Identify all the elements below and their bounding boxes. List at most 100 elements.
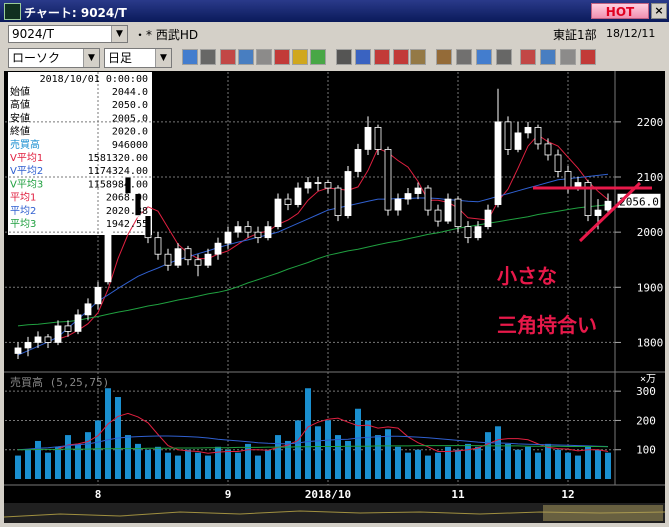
period-select[interactable]: 日足 ▼	[104, 48, 172, 68]
tool-icon[interactable]	[560, 49, 576, 65]
candle-body	[194, 259, 202, 266]
line-series	[57, 134, 609, 340]
tool-icon[interactable]	[355, 49, 371, 65]
volume-bar	[85, 432, 91, 479]
volume-bar	[435, 452, 441, 479]
tool-icon[interactable]	[496, 49, 512, 65]
candle-body	[24, 342, 32, 349]
info-label: V平均2	[10, 165, 43, 177]
candle-body	[544, 143, 552, 156]
volume-bar	[515, 449, 521, 479]
x-tick-label: 9	[225, 488, 232, 501]
volume-bar	[415, 449, 421, 479]
candle-body	[164, 253, 172, 266]
volume-bar	[385, 429, 391, 479]
candle-body	[414, 187, 422, 194]
candle-body	[264, 226, 272, 239]
volume-bar	[155, 446, 161, 479]
tool-icon[interactable]	[336, 49, 352, 65]
info-label: 高値	[10, 98, 30, 111]
candle-body	[274, 198, 282, 228]
info-value: 2020.88	[106, 206, 148, 217]
y-tick-label: 2200	[637, 116, 664, 129]
dropdown-arrow[interactable]: ▼	[111, 26, 127, 42]
chart-type-select[interactable]: ローソク ▼	[8, 48, 100, 68]
volume-bar	[395, 446, 401, 479]
overview-strip	[4, 503, 665, 523]
volume-bar	[465, 443, 471, 479]
volume-label: 売買高 (5,25,75)	[10, 375, 109, 389]
line-series	[17, 173, 609, 356]
tool-icon[interactable]	[580, 49, 596, 65]
volume-bar	[225, 449, 231, 479]
volume-bar	[555, 449, 561, 479]
candle-body	[254, 231, 262, 239]
candle-body	[64, 325, 72, 332]
window-title: チャート: 9024/T	[24, 6, 127, 20]
candle-body	[604, 200, 612, 211]
tool-icon[interactable]	[520, 49, 536, 65]
info-value: 2020.0	[112, 127, 148, 138]
dropdown-arrow[interactable]: ▼	[155, 49, 171, 67]
tool-icon[interactable]	[410, 49, 426, 65]
tool-icon[interactable]	[182, 49, 198, 65]
candle-body	[204, 253, 212, 266]
volume-bar	[375, 435, 381, 479]
tool-icon[interactable]	[292, 49, 308, 65]
info-value: 1174324.00	[88, 166, 148, 177]
volume-bar	[405, 452, 411, 479]
close-button[interactable]: ×	[651, 3, 667, 19]
candle-body	[44, 336, 52, 343]
overview-window[interactable]	[543, 505, 663, 521]
x-tick-label: 11	[451, 488, 465, 501]
tool-icon[interactable]	[274, 49, 290, 65]
info-value: 946000	[112, 140, 148, 151]
volume-bar	[575, 455, 581, 479]
candle-body	[394, 198, 402, 211]
candle-body	[554, 154, 562, 172]
candle-body	[364, 126, 372, 150]
candle-body	[404, 193, 412, 200]
candle-body	[14, 347, 22, 354]
candle-body	[524, 126, 532, 134]
dropdown-arrow[interactable]: ▼	[83, 49, 99, 67]
volume-bar	[255, 455, 261, 479]
tool-icon[interactable]	[220, 49, 236, 65]
tool-icon[interactable]	[436, 49, 452, 65]
tool-icon[interactable]	[540, 49, 556, 65]
volume-bar	[305, 388, 311, 479]
tool-icon[interactable]	[456, 49, 472, 65]
volume-bar	[355, 408, 361, 479]
tool-icon[interactable]	[476, 49, 492, 65]
volume-bar	[245, 443, 251, 479]
info-datetime: 2018/10/01 0:00:00	[40, 74, 148, 85]
x-tick-label: 2018/10	[305, 488, 351, 501]
tool-icon[interactable]	[238, 49, 254, 65]
code-input[interactable]: 9024/T ▼	[8, 25, 128, 43]
candle-body	[464, 226, 472, 239]
tool-icon[interactable]	[200, 49, 216, 65]
tool-icon[interactable]	[393, 49, 409, 65]
volume-bar	[585, 446, 591, 479]
candle-body	[104, 209, 112, 283]
candle-body	[144, 215, 152, 239]
stock-name: ・* 西武HD	[134, 28, 199, 42]
tool-icon[interactable]	[256, 49, 272, 65]
candle-body	[474, 226, 482, 239]
info-value: 1942.55	[106, 219, 148, 230]
volume-bar	[65, 435, 71, 479]
candle-body	[484, 209, 492, 228]
hot-button[interactable]: HOT	[591, 3, 649, 19]
tool-icon[interactable]	[310, 49, 326, 65]
info-box	[8, 72, 152, 235]
y-tick-label: 100	[636, 444, 656, 457]
volume-bar	[455, 449, 461, 479]
y-tick-label: 1800	[637, 336, 664, 349]
y-tick-label: 2000	[637, 226, 664, 239]
volume-bar	[185, 449, 191, 479]
candle-body	[174, 248, 182, 266]
candle-body	[314, 182, 322, 184]
tool-icon[interactable]	[374, 49, 390, 65]
info-value: 2068.00	[106, 193, 148, 204]
candle-body	[214, 242, 222, 255]
